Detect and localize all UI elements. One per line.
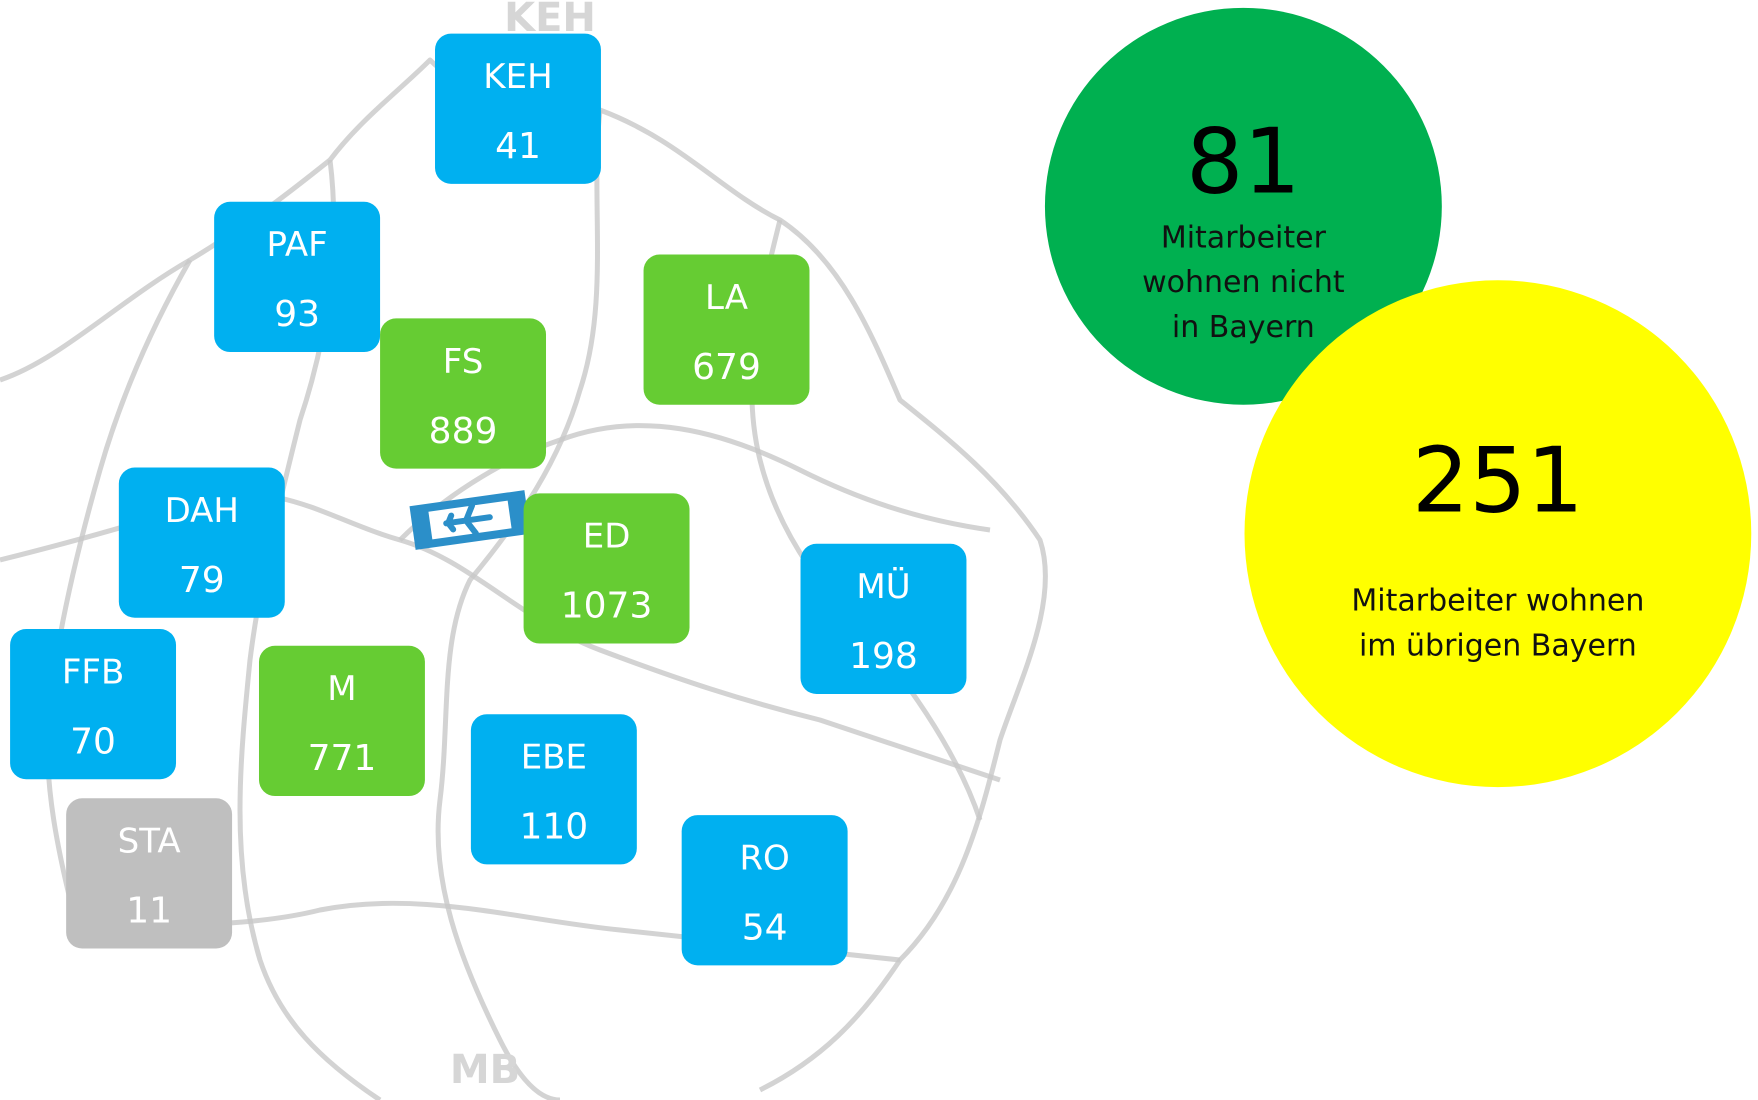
district-code: FS xyxy=(443,342,484,382)
background-label: MB xyxy=(450,1047,520,1093)
tile xyxy=(470,714,637,865)
tile xyxy=(258,645,425,797)
tile xyxy=(66,798,233,949)
summary-caption: wohnen nicht xyxy=(1142,265,1345,300)
district-value: 93 xyxy=(274,294,320,335)
district-code: PAF xyxy=(267,225,328,265)
district-tile: ED 1073 xyxy=(523,493,690,644)
district-value: 198 xyxy=(849,636,918,677)
tile xyxy=(800,543,967,695)
summary-caption: in Bayern xyxy=(1172,310,1315,345)
district-code: FFB xyxy=(62,652,124,692)
circle xyxy=(1244,280,1752,788)
summary-value: 251 xyxy=(1412,429,1584,534)
district-code: STA xyxy=(118,822,181,862)
district-value: 679 xyxy=(692,347,761,388)
tile xyxy=(10,628,177,780)
district-code: EBE xyxy=(521,738,587,778)
district-value: 889 xyxy=(429,411,498,452)
district-tile: LA 679 xyxy=(643,254,810,405)
summary-caption: im übrigen Bayern xyxy=(1359,628,1637,663)
district-value: 70 xyxy=(70,721,116,762)
summary-caption: Mitarbeiter xyxy=(1161,220,1327,255)
district-tile: RO 54 xyxy=(681,815,848,966)
district-value: 41 xyxy=(495,126,541,167)
district-value: 11 xyxy=(126,891,172,932)
tile xyxy=(523,493,690,644)
summary-circle: 251 Mitarbeiter wohnen im übrigen Bayern xyxy=(1244,280,1752,788)
district-value: 771 xyxy=(308,738,377,779)
district-tile: STA 11 xyxy=(66,798,233,949)
district-code: LA xyxy=(705,278,748,318)
district-code: ED xyxy=(583,517,631,557)
summary-circle: 81 Mitarbeiter wohnen nicht in Bayern xyxy=(1044,7,1442,405)
summary-caption: Mitarbeiter wohnen xyxy=(1351,584,1644,619)
district-tile: KEH 41 xyxy=(435,33,601,184)
tile xyxy=(681,815,848,966)
district-value: 1073 xyxy=(561,586,653,627)
summary-value: 81 xyxy=(1186,110,1301,215)
district-tile: DAH 79 xyxy=(118,467,285,618)
airport-icon xyxy=(409,490,531,550)
district-tile: M 771 xyxy=(258,645,425,797)
tile xyxy=(643,254,810,405)
district-code: KEH xyxy=(483,57,552,97)
district-tile: MÜ 198 xyxy=(800,543,967,695)
district-code: DAH xyxy=(165,491,239,531)
circle xyxy=(1044,7,1442,405)
tile xyxy=(214,201,381,353)
tile xyxy=(380,318,547,469)
district-tile: EBE 110 xyxy=(470,714,637,865)
district-code: MÜ xyxy=(856,566,910,607)
district-code: M xyxy=(327,669,356,709)
district-tile: FS 889 xyxy=(380,318,547,469)
tile xyxy=(435,33,601,184)
district-value: 54 xyxy=(742,907,788,948)
district-value: 110 xyxy=(520,807,589,848)
district-tile: PAF 93 xyxy=(214,201,381,353)
tile xyxy=(118,467,285,618)
district-value: 79 xyxy=(179,560,225,601)
district-code: RO xyxy=(739,838,789,878)
district-tile: FFB 70 xyxy=(10,628,177,780)
